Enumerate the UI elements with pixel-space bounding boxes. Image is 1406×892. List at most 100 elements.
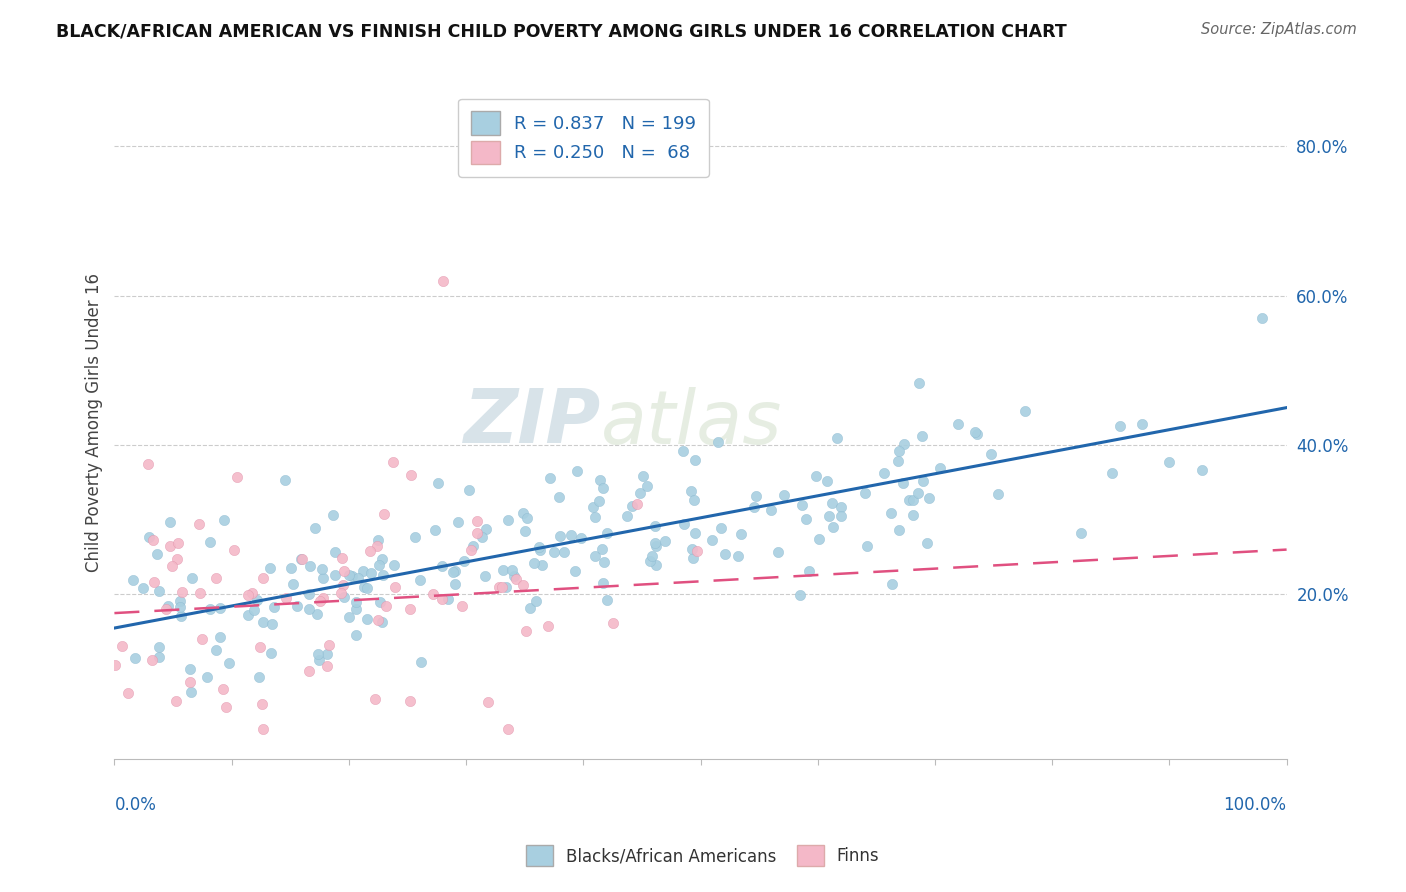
Point (727, 549, 749, 563)
Point (311, 591, 333, 605)
Point (626, 498, 648, 512)
Point (515, 624, 537, 638)
Point (346, 602, 368, 616)
Point (367, 613, 389, 627)
Point (1191, 463, 1213, 477)
Point (169, 609, 191, 624)
Point (330, 586, 353, 600)
Point (352, 564, 374, 578)
Point (160, 559, 183, 574)
Point (501, 563, 523, 577)
Point (382, 558, 405, 572)
Point (422, 587, 444, 601)
Point (830, 508, 852, 523)
Point (700, 533, 723, 547)
Point (645, 558, 668, 573)
Point (340, 569, 363, 583)
Legend: Blacks/African Americans, Finns: Blacks/African Americans, Finns (520, 838, 886, 873)
Point (682, 493, 704, 508)
Point (645, 539, 668, 553)
Point (742, 500, 765, 515)
Point (298, 559, 321, 574)
Text: BLACK/AFRICAN AMERICAN VS FINNISH CHILD POVERTY AMONG GIRLS UNDER 16 CORRELATION: BLACK/AFRICAN AMERICAN VS FINNISH CHILD … (56, 22, 1067, 40)
Point (398, 694, 420, 708)
Point (644, 536, 666, 550)
Point (169, 600, 191, 615)
Point (155, 601, 177, 615)
Point (901, 508, 924, 522)
Point (631, 469, 654, 483)
Point (592, 555, 614, 569)
Point (441, 565, 464, 579)
Point (208, 630, 231, 644)
Point (371, 568, 394, 582)
Point (370, 615, 392, 629)
Point (159, 539, 181, 553)
Point (246, 592, 269, 607)
Point (815, 475, 838, 489)
Point (430, 558, 453, 573)
Point (141, 653, 163, 667)
Point (911, 429, 934, 443)
Point (399, 467, 422, 482)
Point (308, 653, 330, 667)
Point (212, 513, 235, 527)
Point (404, 530, 426, 544)
Point (382, 454, 405, 468)
Point (686, 544, 709, 558)
Point (543, 544, 565, 558)
Point (430, 592, 453, 607)
Point (198, 535, 221, 549)
Point (569, 531, 592, 545)
Point (344, 627, 367, 641)
Point (523, 557, 546, 571)
Point (240, 586, 263, 600)
Point (368, 595, 391, 609)
Point (794, 512, 817, 526)
Point (641, 549, 664, 564)
Point (374, 599, 396, 614)
Point (225, 470, 247, 484)
Point (1070, 525, 1092, 540)
Point (1159, 455, 1181, 469)
Point (1101, 467, 1123, 481)
Point (243, 603, 266, 617)
Point (505, 572, 527, 586)
Point (212, 681, 235, 696)
Point (714, 548, 737, 562)
Point (596, 592, 619, 607)
Point (790, 498, 813, 512)
Point (636, 479, 658, 493)
Point (408, 573, 430, 587)
Point (474, 569, 496, 583)
Point (373, 508, 395, 522)
Point (148, 650, 170, 665)
Point (818, 509, 841, 524)
Point (565, 464, 588, 478)
Point (583, 549, 606, 563)
Point (929, 461, 952, 475)
Text: ZIP: ZIP (464, 386, 600, 459)
Point (471, 530, 494, 544)
Point (963, 425, 986, 440)
Point (709, 521, 731, 535)
Point (496, 722, 519, 736)
Point (146, 547, 169, 561)
Point (907, 486, 929, 500)
Point (236, 588, 259, 602)
Point (592, 481, 614, 495)
Point (873, 466, 896, 480)
Point (553, 545, 575, 559)
Point (364, 691, 387, 706)
Point (262, 617, 284, 632)
Point (531, 558, 554, 572)
Point (495, 580, 517, 594)
Point (475, 522, 498, 536)
Point (409, 655, 432, 669)
Point (730, 527, 752, 541)
Point (512, 506, 534, 520)
Point (948, 417, 970, 431)
Point (359, 544, 381, 558)
Point (297, 587, 319, 601)
Text: atlas: atlas (600, 386, 782, 458)
